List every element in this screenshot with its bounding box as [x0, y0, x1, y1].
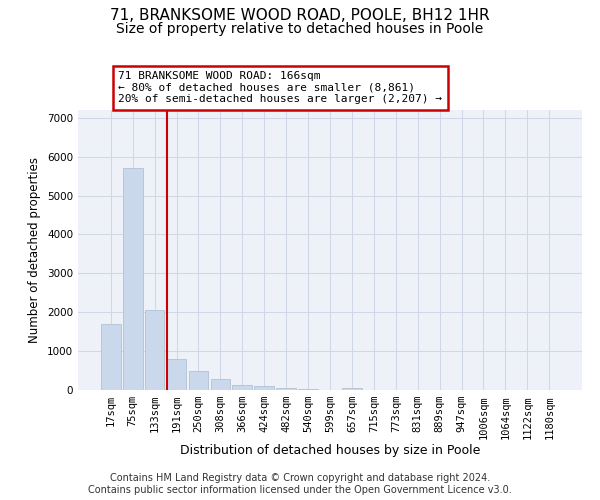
Text: Contains HM Land Registry data © Crown copyright and database right 2024.
Contai: Contains HM Land Registry data © Crown c… [88, 474, 512, 495]
Bar [298, 388, 318, 390]
Bar [145, 310, 164, 390]
Bar [276, 388, 296, 390]
Bar [254, 386, 274, 390]
Bar [123, 168, 143, 390]
Bar [188, 371, 208, 390]
Bar [232, 385, 252, 390]
Bar [342, 388, 362, 390]
Bar [167, 360, 187, 390]
Y-axis label: Number of detached properties: Number of detached properties [28, 157, 41, 343]
Text: Size of property relative to detached houses in Poole: Size of property relative to detached ho… [116, 22, 484, 36]
X-axis label: Distribution of detached houses by size in Poole: Distribution of detached houses by size … [180, 444, 480, 457]
Text: 71 BRANKSOME WOOD ROAD: 166sqm
← 80% of detached houses are smaller (8,861)
20% : 71 BRANKSOME WOOD ROAD: 166sqm ← 80% of … [118, 71, 442, 104]
Bar [211, 378, 230, 390]
Text: 71, BRANKSOME WOOD ROAD, POOLE, BH12 1HR: 71, BRANKSOME WOOD ROAD, POOLE, BH12 1HR [110, 8, 490, 22]
Bar [101, 324, 121, 390]
